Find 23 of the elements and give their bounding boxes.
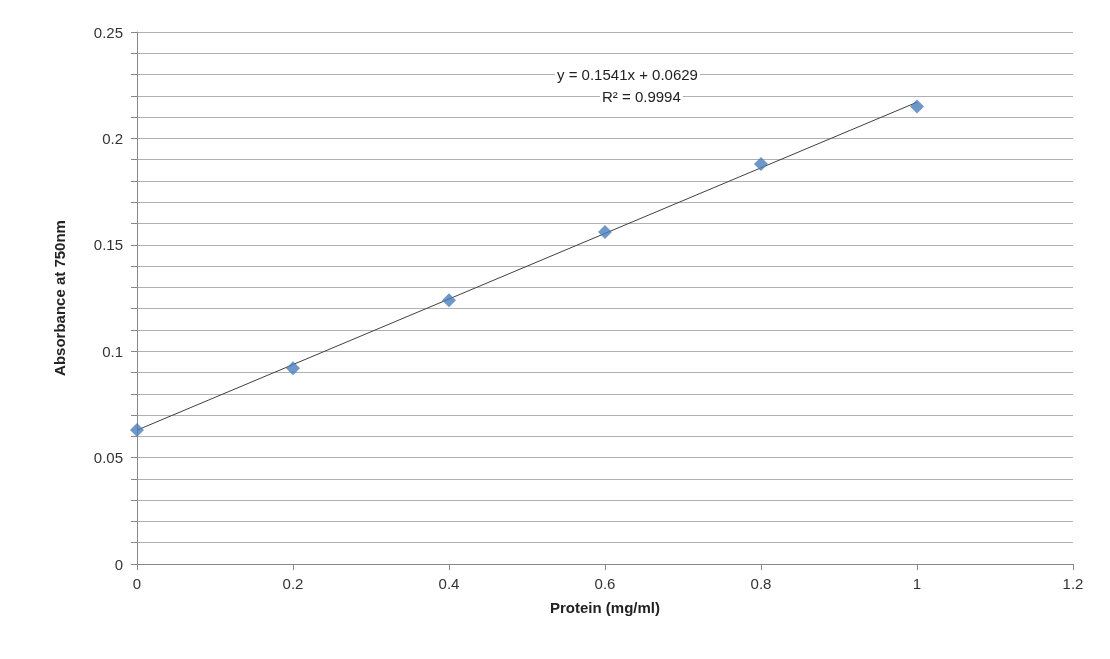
y-tick-label: 0.15 xyxy=(93,236,123,254)
x-tick-label: 0 xyxy=(132,575,142,592)
x-tick-label: 0.8 xyxy=(750,575,772,592)
y-tick-label: 0.2 xyxy=(102,129,123,147)
x-tick-label: 0.2 xyxy=(282,575,304,592)
x-axis-title: Protein (mg/ml) xyxy=(549,599,661,616)
y-tick-label: 0.05 xyxy=(93,449,123,467)
y-axis-title: Absorbance at 750nm xyxy=(51,220,68,376)
x-tick-label: 1 xyxy=(912,575,922,592)
point xyxy=(130,422,144,437)
point xyxy=(286,361,300,376)
point xyxy=(598,225,612,240)
annotation: R² = 0.9994 xyxy=(602,88,681,105)
point xyxy=(442,293,456,308)
x-tick-label: 1.2 xyxy=(1062,575,1084,592)
y-tick-label: 0 xyxy=(114,555,123,573)
x-tick-label: 0.4 xyxy=(438,575,460,592)
annotation: y = 0.1541x + 0.0629 xyxy=(557,66,698,83)
point xyxy=(754,156,768,171)
y-tick-label: 0.1 xyxy=(102,342,123,360)
x-tick-label: 0.6 xyxy=(594,575,616,592)
point xyxy=(910,99,924,114)
y-tick-label: 0.25 xyxy=(93,23,123,41)
